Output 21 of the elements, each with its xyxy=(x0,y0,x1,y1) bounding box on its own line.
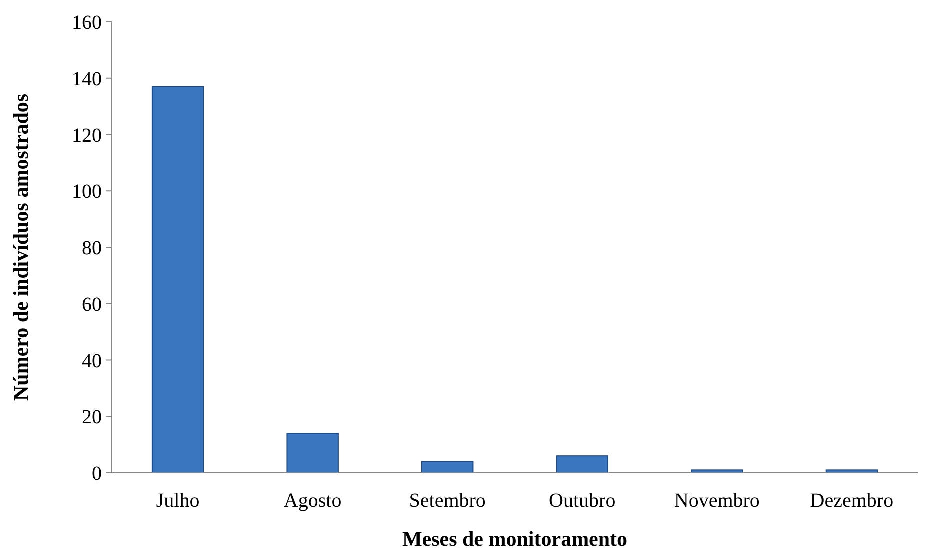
y-tick-label: 0 xyxy=(92,463,102,485)
y-tick-label: 40 xyxy=(82,350,102,372)
x-tick-label: Agosto xyxy=(284,490,342,512)
y-tick-label: 60 xyxy=(82,294,102,316)
bar xyxy=(556,456,608,474)
y-tick-label: 20 xyxy=(82,406,102,429)
y-tick-label: 160 xyxy=(72,12,102,34)
y-tick-label: 140 xyxy=(72,68,102,90)
y-tick-label: 100 xyxy=(72,181,102,204)
x-tick-label: Outubro xyxy=(549,490,616,512)
x-tick-label: Julho xyxy=(156,490,200,512)
y-axis-title: Número de indivíduos amostrados xyxy=(9,94,33,402)
x-tick-label: Novembro xyxy=(674,490,760,512)
x-tick-label: Dezembro xyxy=(810,490,894,512)
x-axis-title: Meses de monitoramento xyxy=(402,527,628,551)
bar xyxy=(152,86,204,474)
y-tick-label: 120 xyxy=(72,124,102,147)
x-tick-label: Setembro xyxy=(409,490,486,512)
y-tick-label: 80 xyxy=(82,238,102,260)
bar xyxy=(422,461,474,474)
bar xyxy=(286,433,339,474)
